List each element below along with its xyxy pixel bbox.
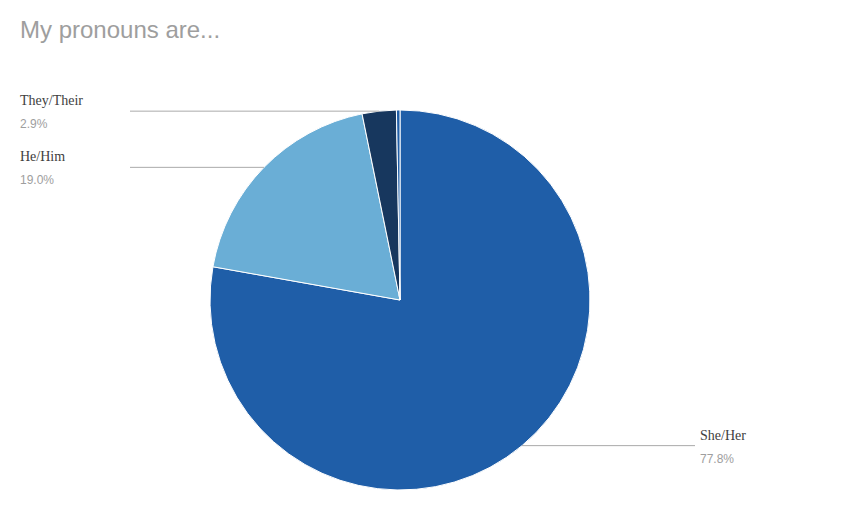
slice-label: She/Her [700,428,746,443]
pie-slice [362,110,400,300]
labels: She/Her 77.8% He/Him 19.0% They/Their 2.9% [20,93,746,465]
pie-slice [396,110,400,300]
pie [210,110,590,490]
title: My pronouns are... [20,16,220,43]
value-label: 77.8% [700,452,734,466]
leader-line [130,167,264,168]
value-label: 19.0% [20,173,54,187]
leader-line [522,445,695,446]
value-label: 2.9% [20,117,48,131]
chart: My pronouns are... She/Her 77.8% He/Him 19.0… [0,0,852,526]
pie-slice [210,110,590,490]
slice-label: He/Him [20,149,65,164]
leader-line [130,111,379,112]
slice-label: They/Their [20,93,83,108]
